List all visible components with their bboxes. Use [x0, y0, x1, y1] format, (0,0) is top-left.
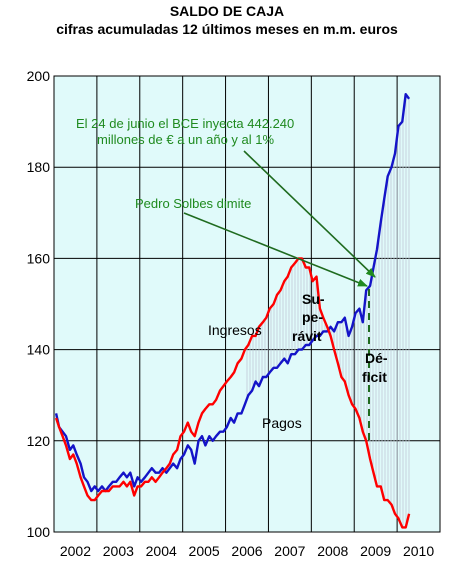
- x-tick-label: 2003: [103, 543, 134, 559]
- y-tick-label: 160: [27, 250, 51, 266]
- series-line-pagos: [54, 257, 411, 529]
- x-tick-label: 2010: [403, 543, 434, 559]
- superavit-label-2: pe-: [302, 309, 323, 325]
- bce-annotation-line2: millones de € a un año y al 1%: [97, 132, 274, 147]
- y-tick-label: 100: [27, 524, 51, 540]
- x-tick-label: 2005: [189, 543, 220, 559]
- x-tick-label: 2006: [231, 543, 262, 559]
- y-tick-label: 140: [27, 342, 51, 358]
- bce-arrow: [243, 150, 376, 278]
- pagos-label: Pagos: [262, 415, 302, 431]
- grid-lines: [54, 76, 440, 532]
- x-tick-label: 2002: [60, 543, 91, 559]
- x-axis-ticks: 2002 2003 2004 2005 2006 2007 2008 2009 2010: [60, 543, 434, 559]
- x-tick-label: 2007: [274, 543, 305, 559]
- solbes-arrow: [183, 212, 368, 287]
- superavit-label-3: rávit: [292, 328, 322, 344]
- y-tick-label: 200: [27, 68, 51, 84]
- y-tick-label: 120: [27, 433, 51, 449]
- superavit-label-1: Su-: [302, 291, 325, 307]
- y-axis-ticks: 100 120 140 160 180 200: [27, 68, 51, 540]
- series-lines: [54, 92, 411, 529]
- gap-hatch: [246, 94, 410, 528]
- ingresos-label: Ingresos: [208, 322, 262, 338]
- x-tick-label: 2008: [317, 543, 348, 559]
- chart-subtitle: cifras acumuladas 12 últimos meses en m.…: [56, 21, 398, 37]
- y-tick-label: 180: [27, 159, 51, 175]
- chart-title: SALDO DE CAJA: [169, 3, 285, 19]
- deficit-label-1: Dé-: [365, 350, 388, 366]
- x-tick-label: 2009: [360, 543, 391, 559]
- x-tick-label: 2004: [146, 543, 177, 559]
- solbes-annotation: Pedro Solbes dimite: [135, 196, 251, 211]
- bce-annotation-line1: El 24 de junio el BCE inyecta 442.240: [76, 116, 294, 131]
- series-line-ingresos: [54, 92, 411, 493]
- deficit-label-2: ficit: [362, 369, 387, 385]
